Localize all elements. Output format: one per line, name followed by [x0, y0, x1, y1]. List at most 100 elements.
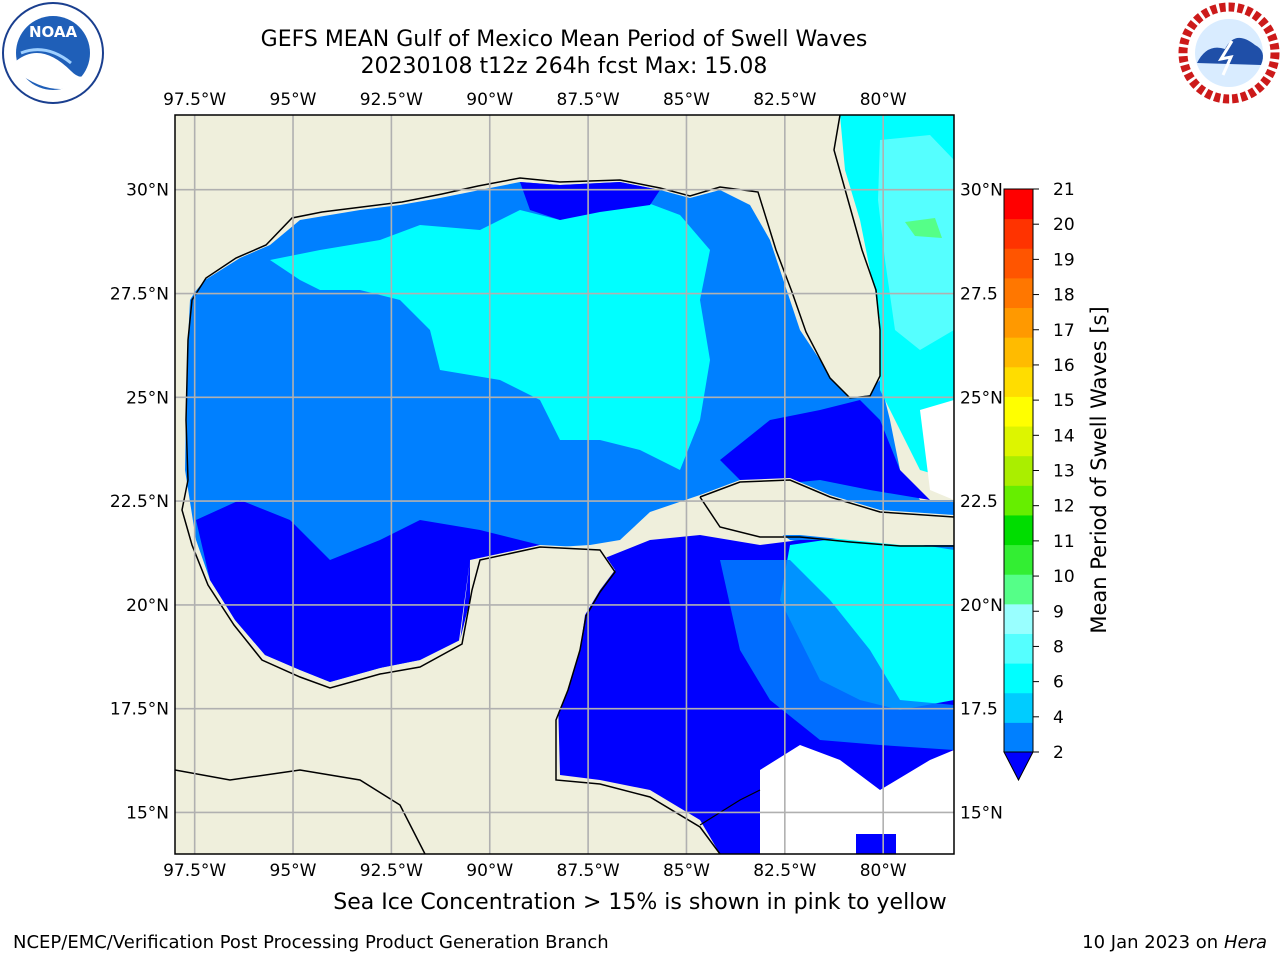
- colorbar-extend-triangle: [1003, 751, 1034, 782]
- gridlines: [175, 115, 954, 854]
- colorbar-swatch: [1004, 218, 1033, 249]
- mexico-coastline: [181, 479, 721, 854]
- colorbar-tick-label: 10: [1053, 567, 1075, 587]
- nodata-bahamas: [920, 400, 954, 500]
- lon-tick-label: 92.5°W: [360, 861, 423, 881]
- footer-host: Hera: [1223, 932, 1267, 953]
- lat-tick-label-right: 25°N: [960, 388, 1003, 408]
- mexico-west-land: [175, 480, 470, 854]
- colorbar-tick-label: 20: [1053, 215, 1075, 235]
- colorbar-swatch: [1004, 337, 1033, 368]
- lon-tick-label: 80°W: [860, 90, 907, 110]
- lon-tick-label: 82.5°W: [753, 861, 816, 881]
- colorbar-tick-label: 15: [1053, 391, 1075, 411]
- lat-tick-label: 22.5°N: [110, 492, 169, 512]
- honduras-coastline: [699, 789, 761, 826]
- lon-tick-label: 80°W: [860, 861, 907, 881]
- colorbar-tick-label: 6: [1053, 673, 1064, 693]
- colorbar-tick-label: 19: [1053, 250, 1075, 270]
- lon-tick-label: 95°W: [270, 90, 317, 110]
- noaa-logo-icon: NOAA: [2, 2, 104, 104]
- lon-tick-label: 97.5°W: [163, 861, 226, 881]
- lon-tick-label: 90°W: [466, 861, 513, 881]
- colorbar-swatch: [1004, 248, 1033, 279]
- colorbar-tick-label: 17: [1053, 321, 1075, 341]
- lat-tick-label-right: 30°N: [960, 181, 1003, 201]
- footer-credit: NCEP/EMC/Verification Post Processing Pr…: [13, 932, 609, 953]
- cuba-coastline: [699, 479, 954, 547]
- colorbar-swatch: [1004, 544, 1033, 575]
- lat-tick-label: 17.5°N: [110, 700, 169, 720]
- lon-labels-bottom: 97.5°W 95°W 92.5°W 90°W 87.5°W 85°W 82.5°W 80°W: [163, 861, 907, 881]
- colorbar-swatch: [1004, 426, 1033, 457]
- colorbar-swatch: [1004, 663, 1033, 694]
- colorbar-swatch: [1004, 307, 1033, 338]
- atlantic-green-spot: [905, 218, 942, 238]
- colorbar-tick-label: 11: [1053, 532, 1075, 552]
- lat-tick-label: 27.5°N: [110, 285, 169, 305]
- caribbean-mid-field: [720, 560, 954, 750]
- lat-tick-label: 25°N: [126, 388, 169, 408]
- yucatan-land: [430, 545, 720, 854]
- colorbar-tick-label: 21: [1053, 180, 1075, 200]
- colorbar-tick-label: 8: [1053, 637, 1064, 657]
- map-area: [175, 115, 954, 854]
- us-coastline: [185, 115, 881, 481]
- colorbar-swatch: [1004, 603, 1033, 634]
- colorbar-label: Mean Period of Swell Waves [s]: [1087, 306, 1111, 633]
- noaa-logo-text: NOAA: [29, 23, 78, 41]
- lon-labels-top: 97.5°W 95°W 92.5°W 90°W 87.5°W 85°W 82.5°W 80°W: [163, 90, 907, 110]
- colorbar-swatch: [1004, 692, 1033, 723]
- colorbar-swatch: [1004, 514, 1033, 546]
- colorbar-swatch: [1004, 722, 1033, 753]
- lat-tick-label: 30°N: [126, 181, 169, 201]
- lat-tick-label-right: 22.5: [960, 492, 998, 512]
- nodata-east-caribbean: [760, 745, 954, 854]
- lat-tick-label: 15°N: [126, 803, 169, 823]
- lon-tick-label: 85°W: [663, 90, 710, 110]
- colorbar-tick-label: 16: [1053, 356, 1075, 376]
- colorbar-tick-label: 2: [1053, 743, 1064, 763]
- lon-tick-label: 92.5°W: [360, 90, 423, 110]
- lon-tick-label: 87.5°W: [557, 861, 620, 881]
- colorbar-swatch: [1004, 574, 1033, 605]
- lat-tick-label-right: 20°N: [960, 596, 1003, 616]
- colorbar-swatch: [1004, 455, 1033, 486]
- gulf-deep-blue-se: [720, 400, 930, 500]
- lat-labels-left: 30°N 27.5°N 25°N 22.5°N 20°N 17.5°N 15°N: [110, 181, 169, 824]
- footer-date-text: 10 Jan 2023 on: [1082, 932, 1224, 953]
- colorbar-swatch: [1004, 277, 1033, 309]
- colorbar-tick-label: 4: [1053, 708, 1064, 728]
- florida-land: [740, 115, 880, 398]
- lon-tick-label: 90°W: [466, 90, 513, 110]
- lon-tick-label: 97.5°W: [163, 90, 226, 110]
- colorbar-tick-label: 12: [1053, 497, 1075, 517]
- colorbar-tick-label: 18: [1053, 286, 1075, 306]
- colorbar-tick-label: 13: [1053, 462, 1075, 482]
- gulf-deep-blue-west: [196, 500, 540, 682]
- lat-tick-label-right: 27.5: [960, 285, 998, 305]
- colorbar-tick-label: 14: [1053, 426, 1075, 446]
- lat-tick-label-right: 17.5: [960, 700, 998, 720]
- gulf-top-blue: [520, 182, 660, 220]
- lat-tick-label: 20°N: [126, 596, 169, 616]
- sea-ice-note: Sea Ice Concentration > 15% is shown in …: [333, 890, 947, 915]
- colorbar-swatch: [1004, 485, 1033, 516]
- lon-tick-label: 95°W: [270, 861, 317, 881]
- atlantic-light-cyan: [878, 135, 954, 350]
- nws-logo-icon: [1178, 2, 1280, 104]
- lon-tick-label: 87.5°W: [557, 90, 620, 110]
- colorbar-tick-label: 9: [1053, 602, 1064, 622]
- colorbar-swatch: [1004, 633, 1033, 664]
- nodata-blue-block: [856, 834, 896, 854]
- map-frame: [174, 114, 955, 855]
- colorbar: 2 4 6 8 9 10 11 12 13 14 15 16 17 18 19 20 21: [1003, 180, 1075, 782]
- lat-tick-label-right: 15°N: [960, 803, 1003, 823]
- colorbar-swatch: [1004, 189, 1033, 220]
- footer-date: 10 Jan 2023 on Hera: [1082, 932, 1267, 953]
- colorbar-swatch: [1004, 366, 1033, 397]
- lat-labels-right: 30°N 27.5 25°N 22.5 20°N 17.5 15°N: [960, 181, 1003, 824]
- colorbar-swatch: [1004, 396, 1033, 427]
- chart-title: GEFS MEAN Gulf of Mexico Mean Period of …: [260, 27, 868, 52]
